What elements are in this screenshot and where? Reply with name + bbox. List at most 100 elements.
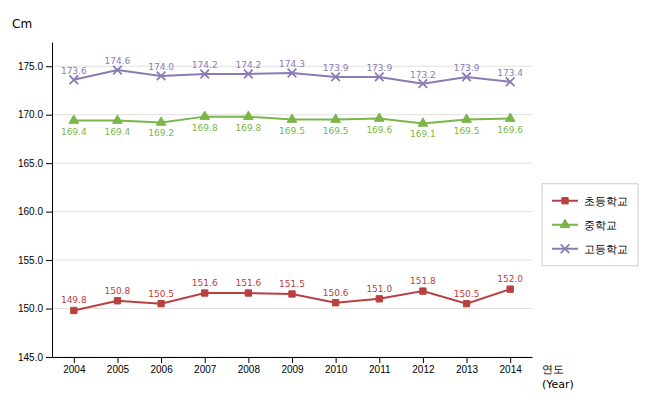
series-marker xyxy=(463,301,469,307)
data-label: 173.6 xyxy=(61,66,87,76)
data-label: 169.5 xyxy=(454,126,480,136)
legend-symbol xyxy=(560,219,570,227)
series-marker xyxy=(200,70,209,79)
series-marker xyxy=(244,70,253,79)
series-marker xyxy=(375,73,384,82)
tick-label: 2007 xyxy=(194,364,217,375)
y-tick: 170.0 xyxy=(18,109,52,120)
data-label: 174.3 xyxy=(279,59,305,69)
x-tick: 2009 xyxy=(281,357,304,375)
data-label: 150.5 xyxy=(454,289,480,299)
series-marker xyxy=(462,73,471,82)
tick-mark xyxy=(510,357,511,363)
tick-mark xyxy=(46,357,52,358)
y-tick: 145.0 xyxy=(18,352,52,363)
data-label: 151.0 xyxy=(366,284,392,294)
data-label: 169.5 xyxy=(279,126,305,136)
chart: 145.0150.0155.0160.0165.0170.0175.020042… xyxy=(0,0,650,409)
tick-mark xyxy=(46,260,52,261)
series-marker xyxy=(157,72,166,81)
data-label: 169.4 xyxy=(61,127,87,137)
x-tick: 2004 xyxy=(63,357,86,375)
data-label: 151.8 xyxy=(410,276,436,286)
tick-label: 2011 xyxy=(369,364,391,375)
series-line xyxy=(74,289,510,310)
series-marker xyxy=(158,301,164,307)
data-label: 169.2 xyxy=(148,128,174,138)
grid-line xyxy=(52,308,532,309)
y-tick: 165.0 xyxy=(18,158,52,169)
legend-item: 고등학교 xyxy=(552,243,628,256)
series-marker xyxy=(156,117,166,125)
grid-line xyxy=(52,211,532,212)
data-label: 151.6 xyxy=(192,278,218,288)
series-marker xyxy=(289,291,295,297)
series-marks xyxy=(69,66,515,314)
series-marker xyxy=(506,77,515,86)
x-tick: 2013 xyxy=(456,357,479,375)
x-tick: 2007 xyxy=(194,357,217,375)
data-label: 169.4 xyxy=(105,127,131,137)
legend-item: 중학교 xyxy=(552,219,617,232)
series-marker xyxy=(462,114,472,122)
tick-label: 2008 xyxy=(238,364,261,375)
legend-box xyxy=(542,184,638,266)
data-label: 169.6 xyxy=(366,125,392,135)
tick-mark xyxy=(117,357,118,363)
y-tick: 160.0 xyxy=(18,206,52,217)
data-label: 150.6 xyxy=(323,288,349,298)
tick-label: 2005 xyxy=(107,364,130,375)
grid xyxy=(52,66,532,357)
plot-area: 145.0150.0155.0160.0165.0170.0175.020042… xyxy=(18,43,533,376)
legend-item: 초등학교 xyxy=(552,195,628,208)
series-marker xyxy=(288,69,297,78)
series-marker xyxy=(507,286,513,292)
data-label: 174.2 xyxy=(235,60,261,70)
y-tick: 150.0 xyxy=(18,303,52,314)
tick-label: 150.0 xyxy=(18,303,43,314)
tick-mark xyxy=(46,212,52,213)
series-marker xyxy=(418,118,428,126)
series-marker xyxy=(331,73,340,82)
legend-label: 중학교 xyxy=(584,219,617,232)
series-marker xyxy=(200,111,210,119)
data-label: 173.4 xyxy=(497,68,523,78)
tick-mark xyxy=(336,357,337,363)
tick-label: 2006 xyxy=(150,364,173,375)
tick-label: 165.0 xyxy=(18,158,43,169)
series-marker xyxy=(71,307,77,313)
tick-mark xyxy=(379,357,380,363)
series-marker xyxy=(287,114,297,122)
x-tick: 2006 xyxy=(150,357,173,375)
series-marker xyxy=(331,114,341,122)
tick-mark xyxy=(467,357,468,363)
legend: 초등학교중학교고등학교 xyxy=(542,184,638,266)
tick-label: 2009 xyxy=(281,364,304,375)
data-labels: 149.8150.8150.5151.6151.6151.5150.6151.0… xyxy=(61,56,523,305)
data-label: 174.2 xyxy=(192,60,218,70)
tick-label: 2004 xyxy=(63,364,86,375)
tick-mark xyxy=(205,357,206,363)
x-tick: 2010 xyxy=(325,357,348,375)
data-label: 150.5 xyxy=(148,289,174,299)
data-label: 169.5 xyxy=(323,126,349,136)
x-tick: 2008 xyxy=(238,357,261,375)
data-label: 152.0 xyxy=(497,274,523,284)
series-marker xyxy=(376,296,382,302)
data-label: 150.8 xyxy=(105,286,131,296)
data-label: 169.8 xyxy=(192,123,218,133)
legend-label: 초등학교 xyxy=(584,195,628,208)
tick-mark xyxy=(46,66,52,67)
series-marker xyxy=(202,290,208,296)
tick-mark xyxy=(161,357,162,363)
data-label: 169.1 xyxy=(410,129,436,139)
data-label: 173.9 xyxy=(454,63,480,73)
tick-label: 175.0 xyxy=(18,61,43,72)
data-label: 173.9 xyxy=(366,63,392,73)
data-label: 173.9 xyxy=(323,63,349,73)
series-marker xyxy=(114,298,120,304)
tick-mark xyxy=(74,357,75,363)
series-marker xyxy=(244,111,254,119)
tick-label: 2013 xyxy=(456,364,479,375)
x-tick: 2012 xyxy=(412,357,435,375)
